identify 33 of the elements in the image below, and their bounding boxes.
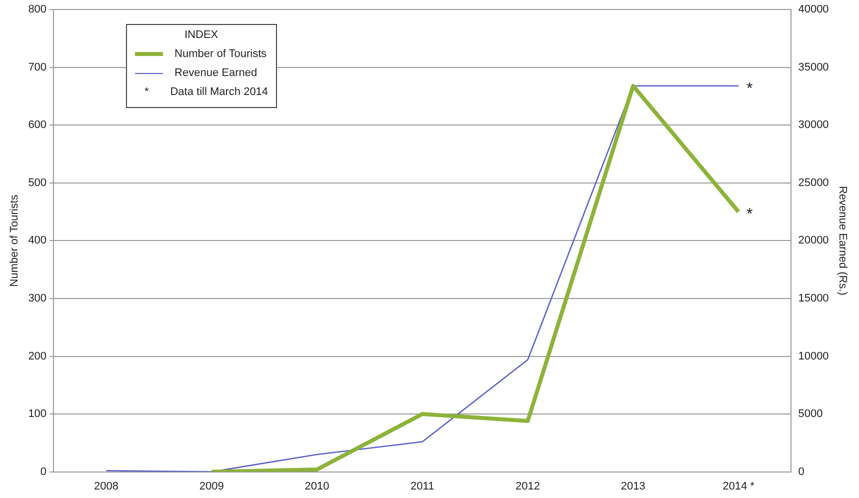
y-tick-label: 500 [28, 176, 47, 189]
y-tick-label: 600 [28, 119, 47, 132]
y2-axis-title: Revenue Earned (Rs.) [836, 186, 848, 296]
y-tick-label: 400 [28, 234, 47, 247]
legend-title: INDEX [183, 28, 220, 41]
y-tick-label: 800 [28, 4, 47, 16]
y2-tick-label: 15000 [798, 292, 829, 305]
x-tick-label: 2011 [410, 480, 434, 492]
annotation: * Data till March 2014 [144, 85, 268, 100]
x-tick-label: 2012 [516, 480, 540, 492]
y2-tick-label: 30000 [798, 119, 829, 132]
y2-tick-label: 40000 [798, 4, 829, 16]
y2-tick-label: 25000 [798, 176, 829, 189]
x-tick-label: 2014 * [722, 480, 756, 492]
y2-tick-label: 35000 [798, 61, 829, 74]
y-tick-label: 200 [28, 350, 47, 362]
y-tick-label: 700 [28, 61, 47, 74]
annotation: * [746, 80, 753, 98]
x-tick-label: 2010 [304, 480, 330, 492]
y2-tick-label: 0 [798, 466, 804, 478]
legend-label: Number of Tourists [174, 48, 267, 60]
y-tick-label: 300 [28, 292, 47, 305]
y-tick-label: 0 [40, 466, 47, 478]
y2-tick-label: 5000 [798, 408, 823, 420]
y2-tick-label: 20000 [798, 234, 829, 247]
x-tick-label: 2008 [94, 480, 118, 492]
annotation: * [746, 206, 753, 224]
x-tick-label: 2009 [199, 480, 224, 492]
y-tick-label: 100 [28, 408, 47, 420]
legend-label: Revenue Earned [174, 67, 258, 80]
y2-tick-label: 10000 [798, 350, 829, 362]
y-axis-title: Number of Tourists [8, 194, 21, 287]
x-tick-label: 2013 [620, 480, 646, 492]
